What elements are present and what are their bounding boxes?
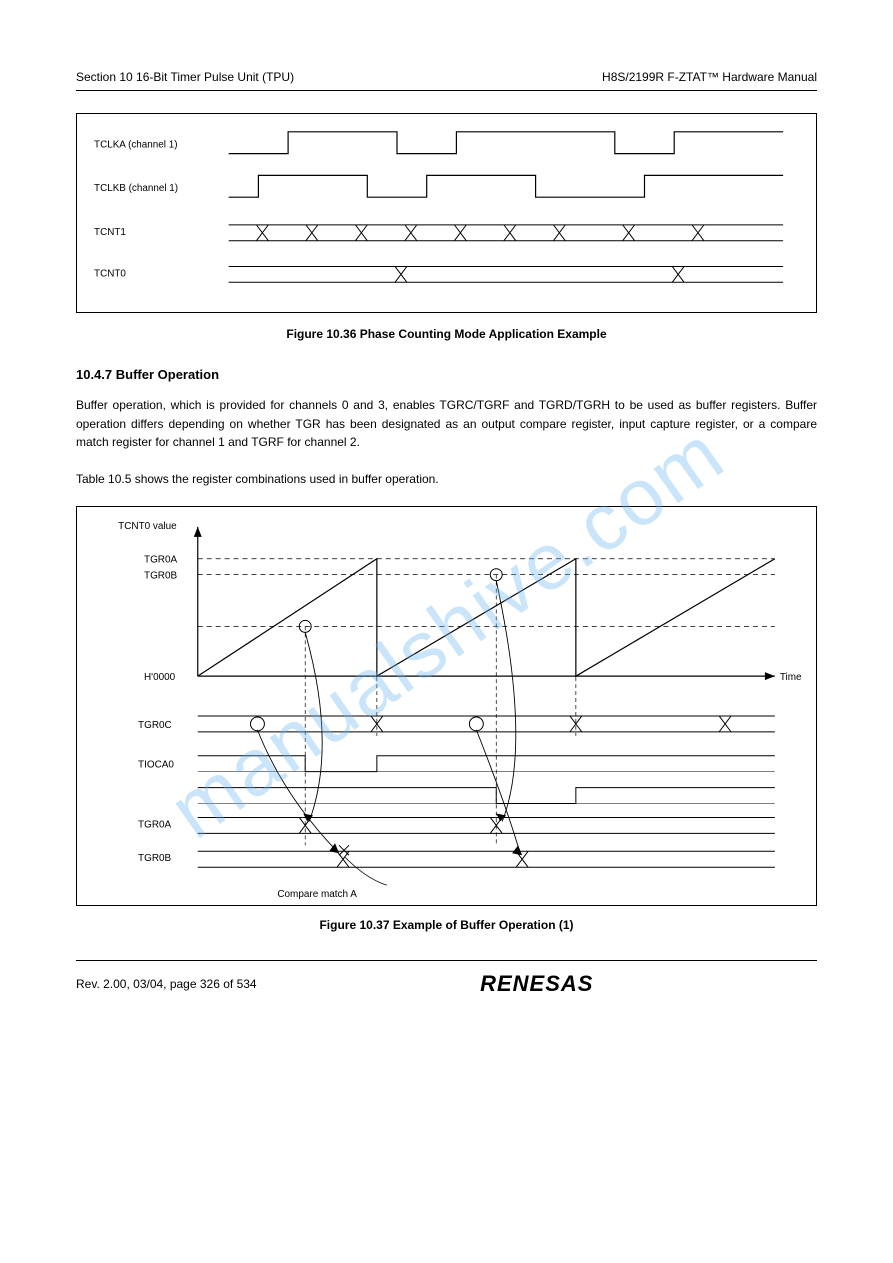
sig-label-tcnt0: TCNT0 (94, 268, 126, 279)
x-axis-label: Time (780, 673, 802, 684)
figure-2-box: TCNT0 value Time TGR0A TGR0B H'0000 (76, 506, 817, 906)
section-para-1: Buffer operation, which is provided for … (76, 396, 817, 452)
figure-1-caption: Figure 10.36 Phase Counting Mode Applica… (76, 327, 817, 341)
header-rule (76, 90, 817, 91)
figure-1-box: TCLKA (channel 1) TCLKB (channel 1) TCNT… (76, 113, 817, 313)
footer-left: Rev. 2.00, 03/04, page 326 of 534 (76, 977, 257, 991)
figure-2-svg: TCNT0 value Time TGR0A TGR0B H'0000 (77, 507, 816, 905)
page-content: Section 10 16-Bit Timer Pulse Unit (TPU)… (0, 0, 893, 1037)
sig-tgr0c: TGR0C (138, 720, 172, 731)
sig-tgr0a: TGR0A (138, 820, 172, 831)
page-footer: Rev. 2.00, 03/04, page 326 of 534 RENESA… (76, 971, 817, 997)
sig-label-tclka: TCLKA (channel 1) (94, 140, 177, 151)
header-right: H8S/2199R F-ZTAT™ Hardware Manual (602, 70, 817, 84)
sig-label-tclkb: TCLKB (channel 1) (94, 183, 178, 194)
sig-label-tcnt1: TCNT1 (94, 227, 126, 238)
section-title: 10.4.7 Buffer Operation (76, 367, 817, 382)
sig-tioca0: TIOCA0 (138, 760, 174, 771)
header-left: Section 10 16-Bit Timer Pulse Unit (TPU) (76, 70, 294, 84)
footer-rule (76, 960, 817, 961)
y-axis-label: TCNT0 value (118, 521, 177, 532)
figure-1-svg: TCLKA (channel 1) TCLKB (channel 1) TCNT… (77, 114, 816, 312)
page-header: Section 10 16-Bit Timer Pulse Unit (TPU)… (76, 70, 817, 84)
renesas-logo: RENESAS (480, 971, 593, 997)
ytick-0: TGR0A (144, 555, 178, 566)
note-label: Compare match A (277, 889, 357, 900)
sig-tgr0b: TGR0B (138, 854, 172, 865)
section-para-2: Table 10.5 shows the register combinatio… (76, 470, 817, 489)
ytick-2: H'0000 (144, 673, 176, 684)
figure-2-caption: Figure 10.37 Example of Buffer Operation… (76, 918, 817, 932)
ytick-1: TGR0B (144, 571, 178, 582)
